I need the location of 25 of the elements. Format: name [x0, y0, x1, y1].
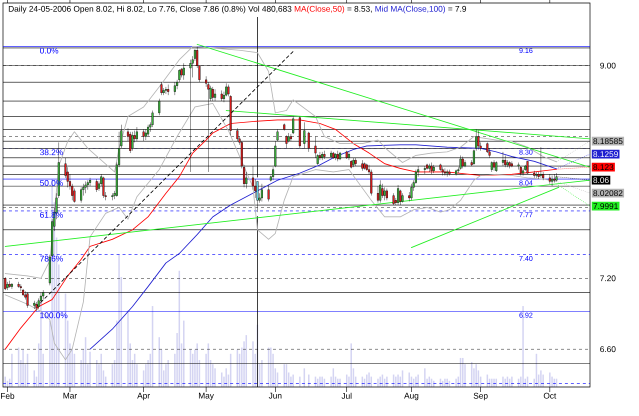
annotation: 8.06 — [593, 177, 609, 184]
x-tick-label: May — [198, 392, 214, 400]
text: MA(Close,50) — [294, 6, 344, 14]
x-tick-label: Feb — [1, 392, 14, 399]
annotation: 8.02082 — [593, 190, 622, 196]
y-tick-label: 9.00 — [600, 62, 616, 69]
text: Mid MA(Close,100) — [375, 6, 446, 14]
annotation: = 7.9 — [448, 6, 466, 12]
x-tick-label: Aug — [404, 392, 418, 400]
x-tick-label: Jul — [342, 392, 352, 399]
x-tick-label: Apr — [137, 392, 150, 400]
x-tick-label: Oct — [544, 392, 556, 399]
annotation: 8.1259 — [593, 151, 618, 158]
x-tick-label: Jun — [268, 392, 282, 399]
y-tick-label: 6.60 — [600, 346, 616, 352]
annotation: 7.9991 — [593, 203, 618, 210]
annotation: 8.123 — [593, 164, 614, 170]
x-tick-label: Mar — [64, 392, 77, 399]
chart-title: Daily 24-05-2006 Open 8.02, Hi 8.02, Lo 7.76, Close 7.86 (0.8%) Vol 480,683 — [8, 6, 292, 14]
x-tick-label: Sep — [474, 392, 488, 400]
annotation: 100.0% — [40, 312, 68, 318]
annotation: = 8.53, — [347, 6, 372, 13]
annotation: 8.18585 — [593, 138, 623, 144]
annotation: 0.0% — [40, 48, 58, 54]
y-tick-label: 7.20 — [600, 275, 616, 282]
